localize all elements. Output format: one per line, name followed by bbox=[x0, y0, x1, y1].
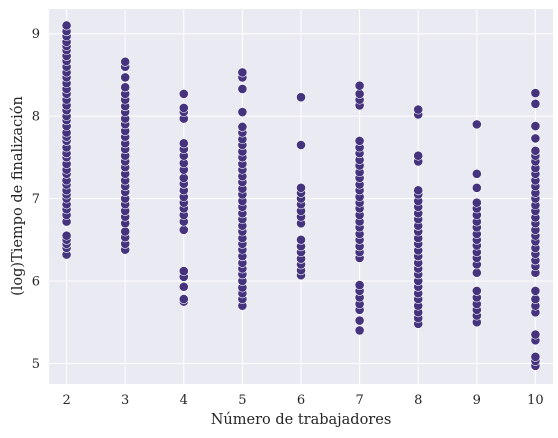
x-tick-label: 5 bbox=[238, 393, 246, 408]
y-tick-label: 7 bbox=[32, 192, 40, 207]
data-point bbox=[178, 88, 189, 99]
x-tick-label: 10 bbox=[527, 393, 544, 408]
y-tick-label: 5 bbox=[32, 357, 40, 372]
x-axis-label: Número de trabajadores bbox=[211, 412, 392, 428]
data-point bbox=[120, 72, 131, 83]
data-point bbox=[178, 281, 189, 292]
y-tick-label: 9 bbox=[32, 27, 40, 42]
data-point bbox=[120, 56, 131, 67]
data-point bbox=[237, 84, 248, 94]
data-point bbox=[471, 168, 482, 179]
x-tick-label: 8 bbox=[414, 393, 422, 408]
data-point bbox=[413, 185, 424, 196]
data-point bbox=[530, 98, 541, 109]
data-point bbox=[413, 104, 424, 115]
data-point bbox=[296, 92, 306, 103]
y-axis-label: (log)Tiempo de finalización bbox=[10, 96, 26, 296]
data-point bbox=[178, 224, 189, 235]
y-tick-label: 8 bbox=[32, 110, 40, 125]
data-point bbox=[237, 107, 248, 117]
data-point bbox=[471, 182, 482, 193]
x-tick-label: 9 bbox=[473, 393, 481, 408]
data-point bbox=[530, 351, 541, 362]
data-point bbox=[354, 80, 365, 91]
data-point bbox=[354, 280, 365, 290]
data-point bbox=[530, 294, 541, 305]
data-point bbox=[530, 285, 541, 296]
data-point bbox=[178, 173, 189, 183]
data-point bbox=[120, 82, 131, 93]
data-point bbox=[178, 138, 189, 149]
x-tick-label: 2 bbox=[62, 393, 70, 408]
data-point bbox=[61, 20, 72, 31]
data-point bbox=[354, 315, 365, 326]
data-point bbox=[471, 267, 482, 278]
data-point bbox=[530, 145, 541, 156]
data-point bbox=[296, 182, 306, 193]
data-point bbox=[354, 135, 365, 146]
data-point bbox=[237, 67, 248, 78]
x-tick-label: 7 bbox=[355, 393, 363, 408]
y-tick-labels: 5 6 7 8 9 bbox=[32, 27, 40, 372]
data-point bbox=[61, 230, 72, 241]
data-point bbox=[413, 150, 424, 161]
data-point bbox=[237, 121, 248, 132]
data-point bbox=[530, 121, 541, 131]
data-point bbox=[120, 226, 131, 237]
x-tick-label: 4 bbox=[180, 393, 188, 408]
x-tick-label: 3 bbox=[121, 393, 129, 408]
data-point bbox=[178, 103, 189, 113]
data-point bbox=[471, 285, 482, 296]
data-point bbox=[530, 88, 541, 98]
data-point bbox=[530, 329, 541, 340]
data-points bbox=[61, 20, 541, 371]
data-point bbox=[354, 88, 365, 99]
x-tick-labels: 2 3 4 5 6 7 8 9 10 bbox=[62, 393, 543, 408]
data-point bbox=[178, 266, 189, 276]
data-point bbox=[530, 133, 541, 144]
data-point bbox=[296, 234, 306, 245]
y-tick-label: 6 bbox=[32, 274, 40, 289]
data-point bbox=[354, 325, 365, 336]
data-point bbox=[471, 197, 482, 208]
data-point bbox=[296, 140, 306, 150]
x-tick-label: 6 bbox=[297, 393, 305, 408]
data-point bbox=[471, 119, 482, 130]
data-point bbox=[178, 294, 189, 305]
